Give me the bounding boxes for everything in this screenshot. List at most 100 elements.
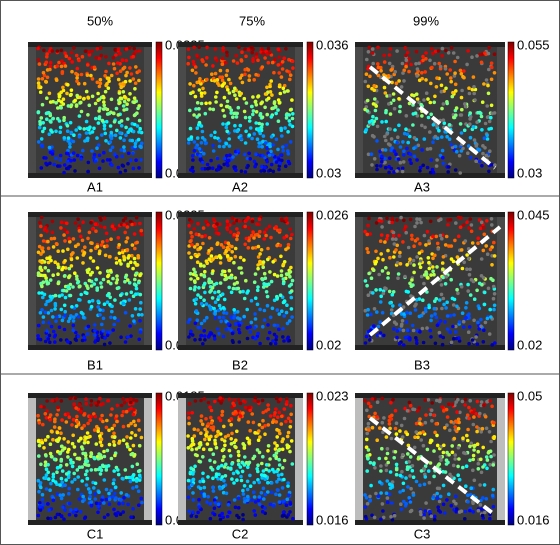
strain-point (415, 158, 419, 162)
strain-point (369, 461, 373, 465)
strain-point (221, 57, 225, 61)
strain-point (380, 447, 384, 451)
strain-point (122, 219, 126, 223)
strain-point (232, 472, 236, 476)
strain-point (222, 455, 226, 459)
strain-point (483, 233, 487, 237)
strain-point (46, 76, 50, 80)
strain-point (191, 439, 195, 443)
strain-point (402, 153, 406, 157)
strain-point (365, 438, 369, 442)
strain-point (191, 158, 195, 162)
strain-point (429, 82, 433, 86)
panel-label: B1 (87, 357, 103, 372)
strain-point (222, 479, 226, 483)
strain-point (429, 413, 433, 417)
strain-point (486, 252, 490, 256)
strain-point (468, 509, 472, 513)
strain-point (134, 158, 138, 162)
strain-point (122, 425, 126, 429)
strain-point (91, 77, 95, 81)
strain-point (203, 334, 207, 338)
strain-point (446, 314, 450, 318)
strain-point (363, 230, 367, 234)
strain-point (271, 106, 275, 110)
strain-point (206, 167, 210, 171)
strain-point (230, 442, 234, 446)
strain-point (248, 325, 252, 329)
strain-point (265, 86, 269, 90)
strain-point (430, 314, 434, 318)
strain-point (250, 299, 254, 303)
strain-point (122, 496, 126, 500)
strain-point (216, 241, 220, 245)
strain-point (113, 67, 117, 71)
strain-point (97, 121, 101, 125)
strain-point (40, 116, 44, 120)
strain-point (261, 265, 265, 269)
strain-point (85, 402, 89, 406)
strain-point (63, 259, 67, 263)
strain-point (422, 513, 426, 517)
strain-point (122, 164, 126, 168)
strain-point (253, 495, 257, 499)
strain-point (240, 169, 244, 173)
strain-point (386, 249, 390, 253)
strain-point (381, 502, 385, 506)
strain-point (210, 409, 214, 413)
strain-point (278, 312, 282, 316)
strain-point (487, 450, 491, 454)
strain-point (391, 480, 395, 484)
strain-point (485, 154, 489, 158)
strain-point (381, 311, 385, 315)
strain-point (226, 100, 230, 104)
strain-point (86, 431, 90, 435)
strain-point (493, 52, 497, 56)
strain-point (477, 467, 481, 471)
strain-point (96, 305, 100, 309)
strain-point (63, 304, 67, 308)
strain-point (450, 244, 454, 248)
strain-point (40, 261, 44, 265)
strain-point (291, 279, 295, 283)
strain-point (276, 108, 280, 112)
strain-point (229, 423, 233, 427)
strain-point (271, 153, 275, 157)
strain-point (201, 455, 205, 459)
strain-point (198, 88, 202, 92)
strain-point (368, 495, 372, 499)
strain-point (439, 65, 443, 69)
strain-point (109, 282, 113, 286)
strain-point (59, 154, 63, 158)
strain-point (189, 231, 193, 235)
strain-point (80, 311, 84, 315)
strain-point (478, 282, 482, 286)
strain-point (106, 76, 110, 80)
strain-point (37, 251, 41, 255)
strain-point (460, 248, 464, 252)
strain-point (433, 254, 437, 258)
strain-point (436, 444, 440, 448)
strain-point (379, 491, 383, 495)
strain-point (72, 151, 76, 155)
strain-point (392, 456, 396, 460)
strain-point (394, 427, 398, 431)
strain-point (225, 51, 229, 55)
strain-point (90, 500, 94, 504)
strain-point (268, 331, 272, 335)
strain-point (203, 492, 207, 496)
strain-point (56, 249, 60, 253)
strain-point (382, 292, 386, 296)
grip-top (28, 42, 152, 47)
strain-point (130, 291, 134, 295)
strain-point (248, 116, 252, 120)
strain-point (291, 112, 295, 116)
strain-point (249, 330, 253, 334)
strain-point (91, 227, 95, 231)
strain-point (127, 152, 131, 156)
strain-point (88, 418, 92, 422)
strain-point (109, 316, 113, 320)
strain-point (462, 325, 466, 329)
strain-point (266, 295, 270, 299)
strain-point (223, 270, 227, 274)
